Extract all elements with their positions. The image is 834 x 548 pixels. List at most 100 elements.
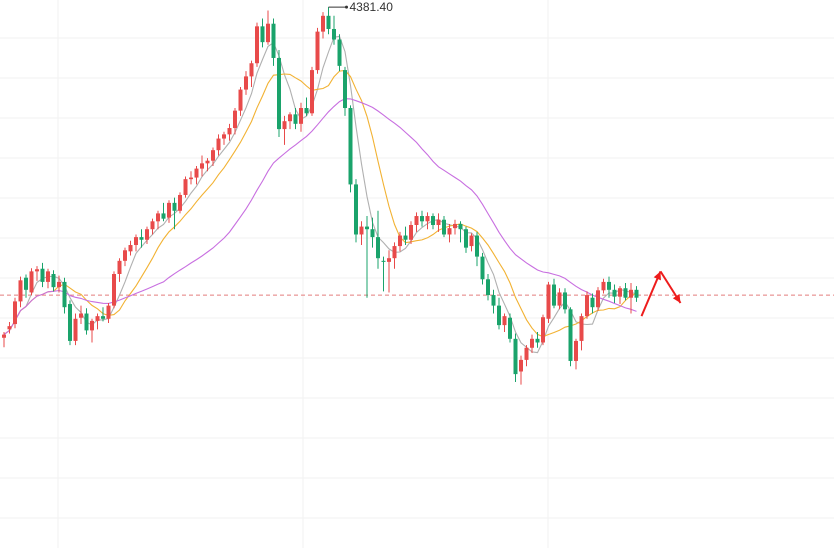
candle-body (172, 202, 177, 211)
candle (601, 278, 606, 294)
candle (79, 305, 83, 325)
candle-body (508, 317, 512, 339)
candle-body (161, 213, 166, 219)
candle-body (425, 216, 430, 222)
candle (508, 313, 512, 343)
candle-body (436, 219, 441, 225)
candle-body (563, 292, 567, 310)
candle-body (79, 313, 83, 318)
candle (68, 300, 72, 346)
candle (106, 302, 111, 324)
peak-annotation: 4381.40 (328, 0, 394, 14)
candle-body (590, 297, 595, 308)
candle (40, 262, 45, 288)
candle (293, 108, 298, 130)
candle (95, 313, 100, 330)
candle (337, 34, 342, 72)
candle (414, 212, 419, 232)
candle (194, 165, 199, 185)
candle (172, 197, 177, 230)
candle (392, 242, 397, 269)
candle (387, 250, 391, 293)
candle-body (24, 277, 28, 290)
candle (431, 213, 435, 230)
candle-body (62, 281, 67, 308)
candle-body (458, 223, 463, 230)
candle-body (194, 168, 199, 178)
candle-body (596, 290, 600, 308)
candle (117, 258, 122, 282)
candle (574, 338, 578, 370)
candle (607, 276, 611, 298)
candle-body (244, 76, 248, 90)
candle-body (574, 340, 578, 361)
candle (178, 192, 182, 214)
candle (409, 221, 413, 244)
candle (579, 313, 584, 351)
candle (623, 282, 628, 301)
projection-arrow-up-head (653, 271, 661, 281)
candle (618, 286, 622, 305)
peak-price-label: 4381.40 (350, 0, 394, 14)
projection-arrow-down-head (672, 294, 681, 303)
candle-body (497, 305, 501, 326)
candle-body (200, 163, 204, 169)
candle-body (398, 235, 402, 247)
candle-body (623, 288, 628, 298)
candle (343, 66, 347, 116)
candle-body (211, 150, 215, 161)
candle-body (535, 338, 540, 343)
candle (442, 216, 446, 238)
candle-body (145, 229, 149, 240)
candle-body (469, 235, 474, 247)
candle-body (557, 292, 562, 306)
candle-body (618, 288, 622, 297)
candle (62, 277, 67, 314)
projection-arrow-up-shaft (640, 270, 662, 317)
candle (271, 18, 276, 66)
candle (425, 212, 430, 230)
candle (563, 288, 567, 314)
candle-body (150, 221, 155, 230)
candle (634, 286, 639, 302)
ma-line-30 (3, 98, 637, 336)
ma-line-5 (3, 35, 637, 354)
ma-line-10 (3, 69, 637, 338)
candle (211, 147, 215, 166)
candle (480, 252, 485, 285)
candle (420, 210, 424, 227)
candle-body (84, 313, 89, 331)
candle (354, 179, 358, 243)
candle (145, 226, 149, 244)
candle-body (266, 23, 270, 43)
candle-body (453, 223, 457, 229)
candle (519, 355, 523, 385)
candle (304, 97, 309, 116)
candle (359, 221, 364, 246)
moving-average-lines (3, 35, 637, 354)
candle-body (227, 128, 232, 135)
candle-body (607, 281, 611, 290)
candle (530, 334, 534, 354)
candle (134, 234, 138, 252)
candle (51, 270, 56, 292)
candle-body (304, 108, 309, 114)
candle-body (376, 237, 380, 259)
candle (486, 274, 490, 301)
candle (557, 288, 562, 310)
candle (205, 158, 210, 172)
candle-body (68, 304, 72, 341)
candle (13, 297, 17, 329)
candle (2, 331, 6, 348)
candle-body (403, 235, 408, 240)
candle (183, 176, 188, 198)
candle (277, 50, 281, 137)
candle (590, 293, 595, 314)
candle (568, 307, 573, 367)
candle (29, 268, 34, 296)
candle (629, 282, 633, 314)
candle-body (480, 256, 485, 280)
candle (238, 86, 243, 116)
candle-body (409, 224, 413, 240)
